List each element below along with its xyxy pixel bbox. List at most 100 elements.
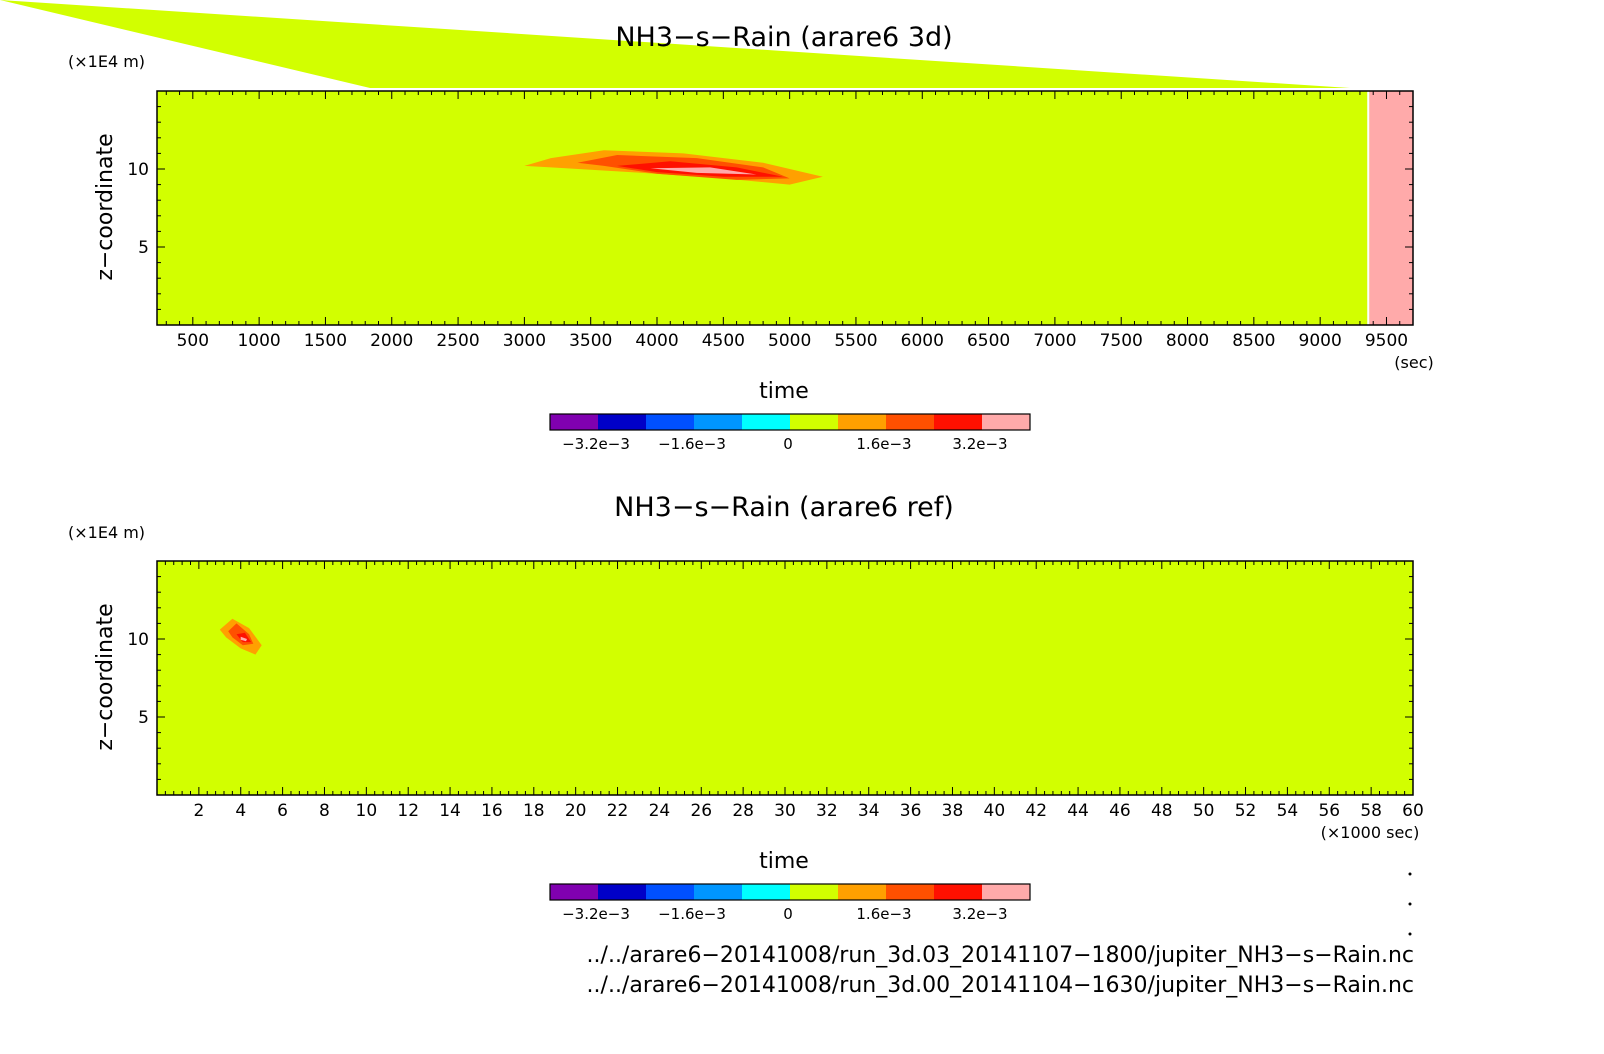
x-tick-label: 9500 xyxy=(1365,331,1408,351)
panel-3d-x-label: time xyxy=(759,379,809,404)
x-tick-label: 8 xyxy=(319,801,330,821)
panel-3d-plot-area xyxy=(156,90,1414,326)
colorbar-swatch xyxy=(694,414,742,430)
colorbar-swatch xyxy=(838,414,886,430)
panel-ref-title: NH3−s−Rain (arare6 ref) xyxy=(614,492,954,523)
x-tick-label: 4 xyxy=(235,801,246,821)
colorbar-swatch xyxy=(790,414,838,430)
x-tick-label: 16 xyxy=(481,801,503,821)
background-artifact xyxy=(0,0,1350,88)
colorbar-swatch xyxy=(550,414,598,430)
contour-background xyxy=(157,561,1413,795)
panel-ref-y-ticks: 5 10 xyxy=(127,576,1413,780)
colorbar-swatch xyxy=(646,414,694,430)
x-tick-label: 52 xyxy=(1235,801,1257,821)
colorbar-swatch xyxy=(934,884,982,900)
x-tick-label: 1500 xyxy=(304,331,347,351)
x-tick-label: 3500 xyxy=(569,331,612,351)
x-tick-label: 500 xyxy=(177,331,209,351)
contour-level-4 xyxy=(240,636,247,642)
colorbar-tick-label: 3.2e−3 xyxy=(952,905,1007,923)
colorbar-swatch xyxy=(838,884,886,900)
contour-background xyxy=(157,91,1413,325)
colorbar-frame xyxy=(549,413,1031,431)
panel-ref-x-label: time xyxy=(759,849,809,874)
colorbar-tick-label: −3.2e−3 xyxy=(562,435,630,453)
colorbar-swatch xyxy=(790,884,838,900)
x-tick-label: 5000 xyxy=(768,331,811,351)
panel-ref-y-label: z−coordinate xyxy=(93,603,118,750)
y-tick-label: 10 xyxy=(127,160,149,180)
x-tick-label: 9000 xyxy=(1299,331,1342,351)
panel-ref-x-ticks: 2 4 6 8 10 12 14 16 18 20 22 24 26 28 30 32 34 36 38 40 42 44… xyxy=(156,561,1424,821)
x-tick-label: 4000 xyxy=(635,331,678,351)
x-tick-label: 34 xyxy=(858,801,880,821)
panel-3d-y-unit: (×1E4 m) xyxy=(68,52,145,71)
x-tick-label: 50 xyxy=(1193,801,1215,821)
y-tick-label: 10 xyxy=(127,630,149,650)
plot-frame xyxy=(156,90,1414,326)
x-tick-label: 6 xyxy=(277,801,288,821)
contour-level-3 xyxy=(236,632,252,643)
x-tick-label: 18 xyxy=(523,801,545,821)
panel-3d-x-unit: (sec) xyxy=(1394,353,1433,372)
x-tick-label: 4500 xyxy=(702,331,745,351)
colorbar-swatch xyxy=(742,414,790,430)
x-tick-label: 7000 xyxy=(1033,331,1076,351)
colorbar-tick-label: −3.2e−3 xyxy=(562,905,630,923)
x-tick-label: 42 xyxy=(1025,801,1047,821)
x-tick-label: 2 xyxy=(193,801,204,821)
x-tick-label: 6000 xyxy=(901,331,944,351)
x-tick-label: 6500 xyxy=(967,331,1010,351)
x-tick-label: 40 xyxy=(984,801,1006,821)
colorbar-swatch xyxy=(934,414,982,430)
panel-3d: NH3−s−Rain (arare6 3d) (×1E4 m) 500 1000 1… xyxy=(68,22,1434,453)
x-tick-label: 8500 xyxy=(1232,331,1275,351)
x-tick-label: 38 xyxy=(942,801,964,821)
x-tick-label: 5500 xyxy=(834,331,877,351)
colorbar-swatch xyxy=(550,884,598,900)
y-tick-label: 5 xyxy=(138,238,149,258)
colorbar-swatch xyxy=(694,884,742,900)
panel-ref-y-unit: (×1E4 m) xyxy=(68,523,145,542)
x-tick-label: 30 xyxy=(774,801,796,821)
x-tick-label: 8000 xyxy=(1166,331,1209,351)
colorbar-swatch xyxy=(982,884,1030,900)
margin-dot xyxy=(1408,902,1412,906)
colorbar-swatch xyxy=(886,414,934,430)
x-tick-label: 12 xyxy=(397,801,419,821)
panel-ref: NH3−s−Rain (arare6 ref) (×1E4 m) 2 4 6 8 10 1… xyxy=(68,492,1424,923)
colorbar-tick-label: 1.6e−3 xyxy=(856,905,911,923)
contour-level-4 xyxy=(650,167,757,175)
margin-dot xyxy=(1408,932,1412,936)
x-tick-label: 60 xyxy=(1402,801,1424,821)
x-tick-label: 26 xyxy=(690,801,712,821)
panel-3d-colorbar: −3.2e−3 −1.6e−3 0 1.6e−3 3.2e−3 xyxy=(549,413,1031,453)
panel-3d-x-ticks: 500 1000 1500 2000 2500 3000 3500 4000 4500 5000 5… xyxy=(165,91,1414,351)
colorbar-tick-label: −1.6e−3 xyxy=(658,905,726,923)
x-tick-label: 7500 xyxy=(1100,331,1143,351)
colorbar-frame xyxy=(549,883,1031,901)
colorbar-tick-label: −1.6e−3 xyxy=(658,435,726,453)
colorbar-swatch xyxy=(646,884,694,900)
x-tick-label: 2500 xyxy=(436,331,479,351)
x-tick-label: 28 xyxy=(732,801,754,821)
colorbar-swatch xyxy=(982,414,1030,430)
panel-3d-title: NH3−s−Rain (arare6 3d) xyxy=(615,22,952,53)
x-tick-label: 1000 xyxy=(237,331,280,351)
colorbar-swatch xyxy=(886,884,934,900)
x-tick-label: 22 xyxy=(607,801,629,821)
colorbar-swatch xyxy=(598,414,646,430)
x-tick-label: 32 xyxy=(816,801,838,821)
file-path-2: ../../arare6−20141008/run_3d.00_20141104… xyxy=(587,973,1414,998)
x-tick-label: 44 xyxy=(1067,801,1089,821)
file-path-1: ../../arare6−20141008/run_3d.03_20141107… xyxy=(587,943,1414,968)
colorbar-tick-label: 0 xyxy=(783,905,793,923)
x-tick-label: 56 xyxy=(1318,801,1340,821)
x-tick-label: 3000 xyxy=(503,331,546,351)
x-tick-label: 14 xyxy=(439,801,461,821)
x-tick-label: 24 xyxy=(649,801,671,821)
colorbar-tick-label: 1.6e−3 xyxy=(856,435,911,453)
x-tick-label: 46 xyxy=(1109,801,1131,821)
